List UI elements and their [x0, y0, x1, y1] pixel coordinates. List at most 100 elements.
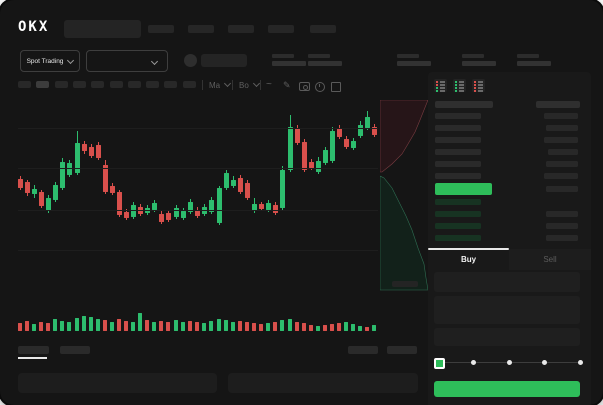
- ask-row-price[interactable]: [435, 137, 481, 143]
- candle: [159, 214, 164, 222]
- tab-sell[interactable]: Sell: [543, 255, 557, 264]
- market-type-dropdown[interactable]: Spot Trading: [20, 50, 80, 72]
- volume-bar: [302, 323, 306, 331]
- volume-bar: [25, 321, 29, 331]
- interval-button-5[interactable]: [91, 81, 105, 88]
- bid-row-price[interactable]: [435, 211, 481, 217]
- interval-button-3[interactable]: [54, 81, 68, 88]
- toolbar-divider: [260, 80, 261, 90]
- slider-stop-2[interactable]: [506, 360, 512, 365]
- bottom-tab-orders[interactable]: [18, 346, 49, 354]
- candle: [217, 188, 222, 223]
- ma-indicator-dropdown[interactable]: Ma: [209, 79, 232, 91]
- history-clock-icon[interactable]: [315, 82, 325, 92]
- ask-row-price[interactable]: [435, 125, 481, 131]
- candle: [302, 142, 307, 170]
- volume-bar: [238, 321, 242, 331]
- volume-bar: [309, 325, 313, 331]
- candle-wick: [90, 144, 92, 158]
- volume-bar: [188, 321, 192, 331]
- volume-bar: [103, 320, 107, 331]
- candle-wick: [54, 182, 56, 202]
- stat-label-3: [397, 54, 419, 58]
- bid-row-price[interactable]: [435, 199, 481, 205]
- volume-bar: [32, 324, 36, 331]
- gridline-0: [18, 128, 378, 129]
- candle: [266, 203, 271, 210]
- orderbook-view-icon-book-both[interactable]: [434, 79, 447, 92]
- bottom-link-1[interactable]: [348, 346, 378, 354]
- nav-item-1[interactable]: [148, 25, 174, 33]
- volume-bar: [202, 323, 206, 331]
- toolbar-divider: [232, 80, 233, 90]
- bid-row-price[interactable]: [435, 223, 481, 229]
- orderbook-header-left: [435, 101, 493, 108]
- interval-button-7[interactable]: [127, 81, 141, 88]
- candle: [103, 165, 108, 192]
- draw-pencil-icon[interactable]: ✎: [283, 80, 291, 90]
- last-price-highlight[interactable]: [435, 183, 492, 195]
- candle: [60, 162, 65, 188]
- slider-stop-1[interactable]: [471, 360, 476, 365]
- orderbook-header-right: [536, 101, 580, 108]
- candle-wick: [26, 180, 28, 196]
- nav-item-5[interactable]: [310, 25, 336, 33]
- candle-wick: [104, 160, 106, 194]
- search-input[interactable]: [64, 20, 141, 38]
- interval-button-8[interactable]: [146, 81, 160, 88]
- interval-button-6[interactable]: [109, 81, 123, 88]
- volume-bar: [117, 319, 121, 331]
- order-form-field-3[interactable]: [434, 328, 580, 346]
- candle: [117, 192, 122, 215]
- nav-item-3[interactable]: [228, 25, 254, 33]
- fullscreen-expand-icon[interactable]: [331, 82, 341, 92]
- ask-row-price[interactable]: [435, 161, 481, 167]
- candle: [152, 203, 157, 210]
- orderbook-view-icon-book-asks[interactable]: [472, 79, 485, 92]
- bid-row-price[interactable]: [435, 235, 481, 241]
- candle-wick: [352, 138, 354, 150]
- ask-row-amount: [544, 173, 578, 179]
- candle-wick: [345, 136, 347, 149]
- order-form-field-1[interactable]: [434, 272, 580, 292]
- candle: [344, 139, 349, 147]
- slider-stop-3[interactable]: [542, 360, 547, 365]
- bottom-tab-history[interactable]: [60, 346, 90, 354]
- submit-buy-button[interactable]: [434, 381, 580, 397]
- nav-item-2[interactable]: [188, 25, 214, 33]
- bottom-link-2[interactable]: [387, 346, 417, 354]
- okx-logo[interactable]: OKX: [18, 19, 50, 35]
- bid-row-amount: [546, 235, 578, 241]
- order-form-field-2[interactable]: [434, 296, 580, 324]
- interval-button-1[interactable]: [18, 81, 31, 88]
- slider-stop-4[interactable]: [577, 360, 583, 365]
- bid-row-amount: [546, 211, 578, 217]
- amount-slider-handle[interactable]: [434, 358, 445, 369]
- candle: [288, 127, 293, 170]
- candle: [245, 183, 250, 198]
- interval-button-4[interactable]: [72, 81, 86, 88]
- nav-item-4[interactable]: [268, 25, 294, 33]
- ask-row-price[interactable]: [435, 113, 481, 119]
- volume-bar: [316, 326, 320, 331]
- tab-buy[interactable]: Buy: [460, 255, 477, 264]
- interval-button-10[interactable]: [182, 81, 196, 88]
- candle: [351, 141, 356, 148]
- candle-wick: [167, 210, 169, 222]
- volume-bar: [344, 322, 348, 331]
- volume-bar: [245, 322, 249, 331]
- candle: [295, 128, 300, 143]
- ask-row-price[interactable]: [435, 149, 481, 155]
- gridline-1: [18, 168, 378, 169]
- interval-button-9[interactable]: [164, 81, 178, 88]
- candle-wick: [118, 190, 120, 217]
- orderbook-view-icon-book-bids[interactable]: [453, 79, 466, 92]
- interval-button-2[interactable]: [36, 81, 50, 88]
- ask-row-price[interactable]: [435, 173, 481, 179]
- line-style-icon[interactable]: ~: [266, 79, 272, 90]
- stat-label-1: [272, 54, 294, 58]
- screenshot-camera-icon[interactable]: [299, 82, 310, 91]
- candle-type-dropdown[interactable]: Bo: [239, 79, 260, 91]
- pair-selector-dropdown[interactable]: [86, 50, 168, 72]
- volume-bar: [280, 320, 284, 331]
